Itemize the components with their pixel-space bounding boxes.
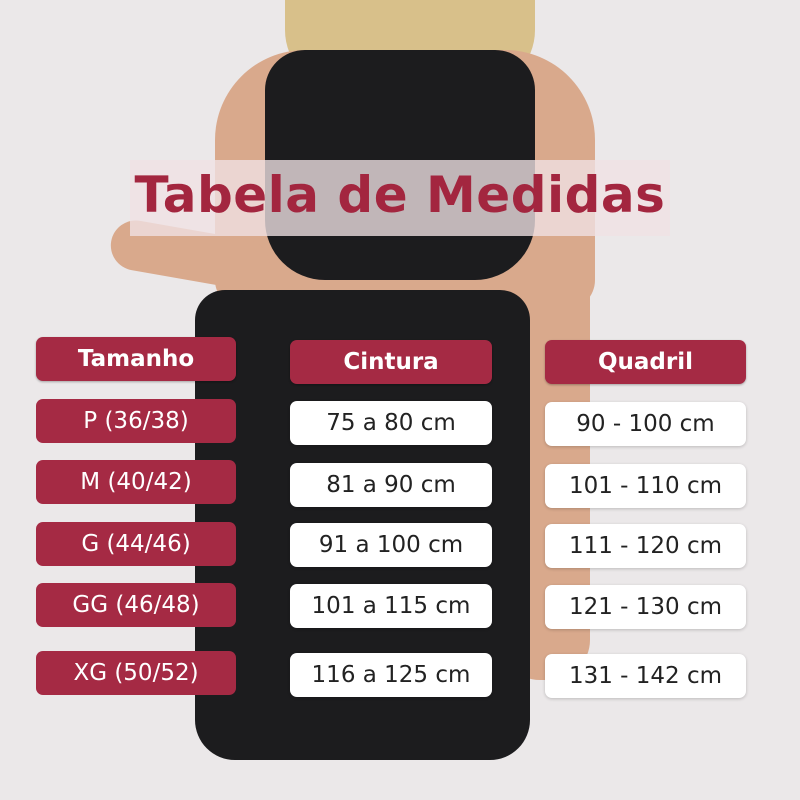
quadril-xg: 131 - 142 cm (545, 654, 746, 698)
header-quadril: Quadril (545, 340, 746, 384)
size-p: P (36/38) (36, 399, 236, 443)
title-backdrop (130, 160, 670, 236)
page-title: Tabela de Medidas (134, 166, 666, 224)
quadril-g: 111 - 120 cm (545, 524, 746, 568)
cintura-xg: 116 a 125 cm (290, 653, 492, 697)
cintura-gg: 101 a 115 cm (290, 584, 492, 628)
quadril-p: 90 - 100 cm (545, 402, 746, 446)
size-xg: XG (50/52) (36, 651, 236, 695)
quadril-gg: 121 - 130 cm (545, 585, 746, 629)
header-cintura: Cintura (290, 340, 492, 384)
size-m: M (40/42) (36, 460, 236, 504)
size-g: G (44/46) (36, 522, 236, 566)
quadril-m: 101 - 110 cm (545, 464, 746, 508)
cintura-g: 91 a 100 cm (290, 523, 492, 567)
cintura-p: 75 a 80 cm (290, 401, 492, 445)
cintura-m: 81 a 90 cm (290, 463, 492, 507)
header-tamanho: Tamanho (36, 337, 236, 381)
size-gg: GG (46/48) (36, 583, 236, 627)
